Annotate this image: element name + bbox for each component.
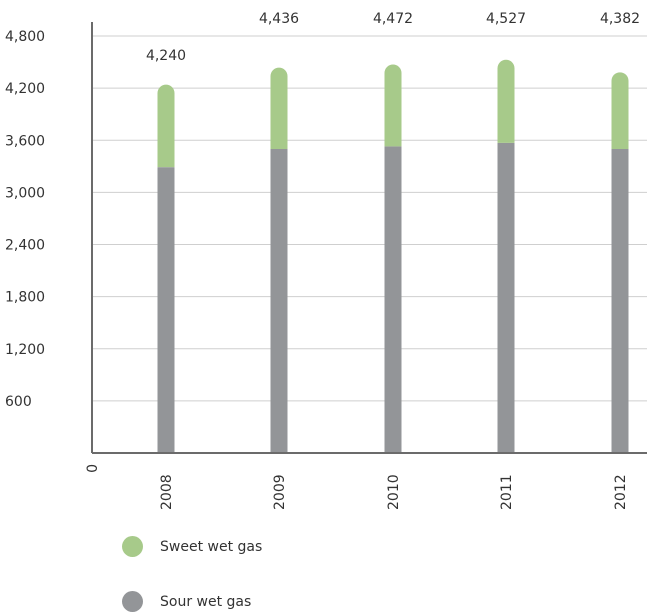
x-tick-label-2009: 2009 xyxy=(272,474,288,510)
legend-swatch-sour-wet-gas xyxy=(122,591,143,612)
bar-sour-wet-gas-2011 xyxy=(497,142,515,453)
y-tick-label-zero: 0 xyxy=(85,464,101,473)
y-tick-label: 4,200 xyxy=(5,81,45,97)
bar-sweet-wet-gas-2011 xyxy=(497,59,515,143)
bar-total-labels: 4,240 4,436 4,472 4,527 4,382 xyxy=(146,11,640,64)
x-tick-label-2008: 2008 xyxy=(159,474,175,510)
bar-sour-wet-gas-2008 xyxy=(157,167,175,453)
y-tick-label: 4,800 xyxy=(5,29,45,45)
bar-sweet-wet-gas-2009 xyxy=(270,67,288,149)
legend-label-sour-wet-gas: Sour wet gas xyxy=(160,593,252,610)
legend-swatch-sweet-wet-gas xyxy=(122,536,143,557)
total-label-2011: 4,527 xyxy=(486,11,526,27)
total-label-2010: 4,472 xyxy=(373,11,413,27)
total-label-2008: 4,240 xyxy=(146,48,186,64)
x-tick-label-2012: 2012 xyxy=(613,474,629,510)
total-label-2012: 4,382 xyxy=(600,11,640,27)
bar-sour-wet-gas-2010 xyxy=(384,146,402,454)
y-tick-label: 3,600 xyxy=(5,133,45,149)
total-label-2009: 4,436 xyxy=(259,11,299,27)
y-tick-label: 600 xyxy=(5,394,32,410)
x-tick-label-2011: 2011 xyxy=(499,474,515,510)
y-tick-label: 1,200 xyxy=(5,342,45,358)
gridlines xyxy=(92,35,647,402)
bar-sweet-wet-gas-2008 xyxy=(157,84,175,168)
legend-item-sweet-wet-gas: Sweet wet gas xyxy=(122,536,262,557)
x-tick-label-2010: 2010 xyxy=(386,474,402,510)
y-axis-tick-labels: 0 600 1,200 1,800 2,400 3,000 3,600 4,200 4,800 xyxy=(5,29,101,473)
bar-sweet-wet-gas-2010 xyxy=(384,64,402,147)
y-tick-label: 3,000 xyxy=(5,185,45,201)
y-tick-label: 1,800 xyxy=(5,290,45,306)
axes xyxy=(91,22,647,454)
y-tick-label: 2,400 xyxy=(5,238,45,254)
bar-sweet-wet-gas-2012 xyxy=(611,72,629,149)
legend-label-sweet-wet-gas: Sweet wet gas xyxy=(160,538,263,555)
bar-sour-wet-gas-2009 xyxy=(270,148,288,453)
bar-sour-wet-gas-2012 xyxy=(611,148,629,453)
bars xyxy=(157,59,629,454)
x-axis-tick-labels: 2008 2009 2010 2011 2012 xyxy=(159,474,629,510)
legend-item-sour-wet-gas: Sour wet gas xyxy=(122,591,251,612)
